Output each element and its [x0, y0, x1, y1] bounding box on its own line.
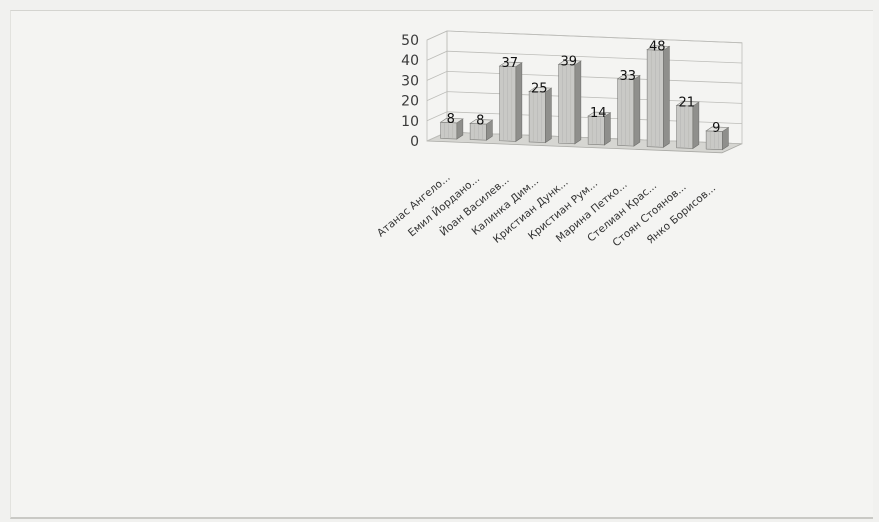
bar-side: [663, 45, 670, 148]
gridline: [426, 91, 743, 104]
bar: [498, 61, 523, 142]
bar: [616, 74, 641, 147]
bar-top: [616, 74, 641, 80]
bar-top: [705, 126, 730, 132]
bar: [675, 101, 700, 150]
gridline: [426, 111, 743, 124]
bar-top: [587, 111, 612, 117]
chart-frame: [10, 10, 873, 519]
x-axis-labels: Атанас Ангело...Емил Йордано...Йоан Васи…: [375, 172, 718, 250]
bar: [528, 87, 553, 144]
gridline: [426, 30, 743, 44]
bars-layer: [439, 45, 730, 151]
y-tick-label: 0: [410, 134, 419, 150]
y-tick-label: 20: [401, 94, 419, 110]
data-label: 48: [649, 40, 666, 55]
data-label: 37: [501, 56, 518, 71]
y-tick-label: 10: [401, 114, 419, 130]
bar-top: [528, 87, 553, 93]
data-label: 21: [678, 95, 695, 110]
bar-side: [574, 60, 582, 145]
data-label: 33: [619, 69, 636, 84]
bar-top: [469, 119, 494, 125]
bar-top: [439, 117, 464, 124]
bar: [587, 111, 612, 146]
bar: [469, 119, 494, 141]
y-tick-label: 40: [401, 53, 419, 69]
data-label: 39: [560, 54, 577, 69]
data-label: 8: [447, 112, 455, 127]
bar-top: [675, 101, 700, 107]
y-axis-ticks: 0 10 20 30 40 50: [401, 33, 419, 150]
bar: [439, 117, 464, 140]
data-label: 25: [531, 81, 548, 96]
bar-side: [633, 74, 641, 147]
y-tick-label: 50: [401, 33, 419, 49]
y-tick-label: 30: [401, 73, 419, 89]
bar-side: [515, 62, 523, 142]
bar: [557, 60, 582, 145]
bar: [646, 45, 671, 148]
data-label: 9: [712, 121, 720, 136]
data-labels-layer: 8 8 37 25 39 14 33 48 21 9: [447, 40, 721, 136]
bar-top: [498, 61, 523, 67]
gridline: [426, 50, 743, 64]
bar-top: [646, 45, 671, 51]
data-label: 8: [476, 113, 484, 128]
data-label: 14: [590, 106, 607, 121]
bar-top: [557, 60, 582, 66]
gridline: [426, 70, 743, 84]
bar: [705, 126, 730, 151]
